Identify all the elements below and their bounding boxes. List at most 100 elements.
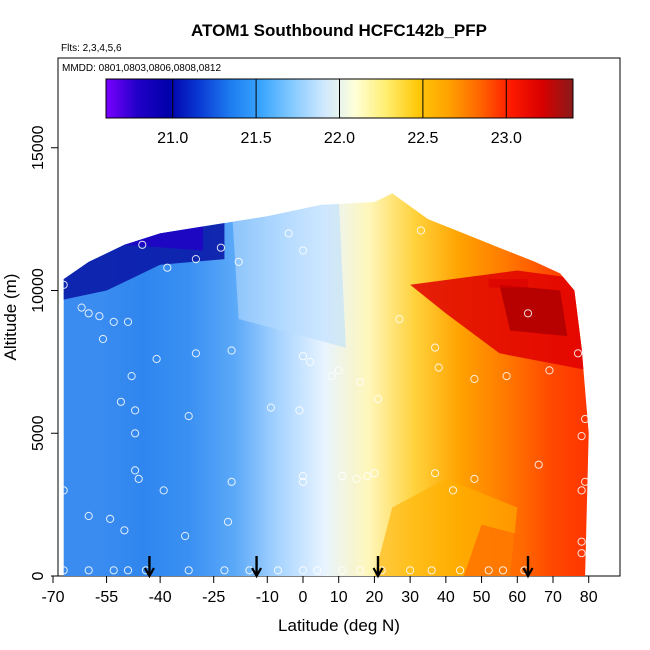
data-field	[63, 193, 589, 576]
x-tick-label: -55	[95, 589, 118, 606]
sample-point	[470, 374, 479, 384]
x-tick-label: -40	[149, 589, 172, 606]
sample-point	[484, 566, 493, 575]
sample-point	[59, 566, 68, 575]
sample-point	[220, 566, 229, 575]
x-tick-label: 10	[330, 589, 348, 606]
x-tick-label: -70	[41, 589, 64, 606]
sample-point	[191, 349, 200, 358]
sample-point	[273, 566, 283, 575]
sample-point	[109, 566, 118, 575]
x-tick-label: 70	[544, 589, 562, 606]
sample-point	[434, 363, 443, 372]
y-tick-label: 5000	[30, 415, 47, 451]
sample-point	[395, 315, 404, 324]
x-tick-label: -10	[256, 589, 279, 606]
x-tick-label: 40	[437, 589, 455, 606]
chart-title: ATOM1 Southbound HCFC142b_PFP	[191, 21, 487, 40]
flight-arrow-head	[522, 567, 534, 579]
sample-point	[120, 526, 129, 535]
sample-point	[498, 566, 508, 575]
sample-point	[227, 346, 236, 355]
sample-point	[216, 243, 225, 252]
flight-arrow-head	[143, 567, 155, 579]
sample-point	[59, 280, 68, 289]
y-tick-label: 15000	[30, 125, 47, 170]
sample-point	[123, 317, 133, 326]
sample-point	[313, 566, 322, 575]
sample-point	[109, 317, 118, 326]
sample-point	[295, 406, 304, 415]
field-patch	[463, 524, 528, 576]
x-tick-label: 60	[508, 589, 526, 606]
field-patch	[231, 199, 346, 348]
sample-point	[234, 257, 243, 266]
x-tick-label: 0	[299, 589, 308, 606]
sample-point	[84, 566, 93, 575]
sample-point	[284, 229, 293, 238]
x-axis: -70 -55 -40 -25 -10 0 10 20 30 40 50 60 70 80	[41, 576, 598, 606]
sample-point	[352, 474, 361, 483]
sample-point	[577, 486, 586, 495]
sample-point	[131, 406, 140, 415]
sample-point	[363, 472, 372, 481]
x-tick-label: 80	[580, 589, 598, 606]
sample-point	[159, 486, 168, 495]
field-clip-group	[63, 193, 589, 576]
sample-point	[448, 486, 458, 495]
sample-point	[373, 394, 383, 404]
sample-point	[431, 343, 440, 352]
dates-label: MMDD: 0801,0803,0806,0808,0812	[62, 63, 221, 74]
sample-point	[134, 474, 143, 483]
field-patch	[488, 279, 528, 288]
sample-point	[223, 517, 233, 526]
sample-points	[59, 226, 590, 575]
sample-point	[123, 566, 133, 575]
y-tick-label: 0	[30, 571, 47, 580]
sample-point	[131, 466, 140, 475]
sample-point	[406, 566, 415, 575]
sample-point	[127, 372, 136, 381]
sample-point	[416, 226, 425, 235]
sample-point	[431, 469, 440, 478]
sample-point	[502, 372, 511, 381]
sample-point	[456, 566, 465, 575]
field-patch	[124, 204, 203, 251]
sample-point	[191, 255, 200, 264]
sample-point	[581, 414, 590, 424]
colorbar-tick-label: 21.5	[241, 130, 272, 147]
colorbar: 21.0 21.5 22.0 22.5 23.0	[105, 78, 574, 147]
flight-arrows	[143, 556, 534, 579]
y-axis-label: Altitude (m)	[1, 274, 20, 361]
x-tick-label: 30	[401, 589, 419, 606]
sample-point	[98, 334, 108, 344]
y-tick-label: 10000	[30, 268, 47, 313]
colorbar-tick-label: 23.0	[491, 130, 522, 147]
x-tick-label: 50	[473, 589, 491, 606]
sample-point	[131, 429, 140, 438]
sample-point	[534, 460, 543, 469]
x-tick-label: -25	[202, 589, 225, 606]
sample-point	[163, 263, 172, 272]
flight-arrow-head	[372, 567, 384, 579]
sample-point	[298, 477, 308, 486]
sample-point	[184, 566, 193, 575]
sample-point	[427, 566, 436, 575]
y-axis: 0 5000 10000 15000	[30, 125, 58, 580]
sample-point	[581, 477, 590, 486]
sample-point	[106, 514, 115, 524]
colorbar-tick-label: 22.0	[324, 130, 355, 147]
colorbar-tick-label: 21.0	[157, 130, 188, 147]
sample-point	[523, 309, 533, 318]
sample-point	[306, 357, 315, 366]
colorbar-tick-label: 22.5	[407, 130, 438, 147]
sample-point	[573, 349, 583, 358]
sample-point	[84, 511, 93, 521]
sample-point	[181, 531, 190, 541]
sample-point	[545, 366, 554, 375]
sample-point	[298, 246, 308, 255]
sample-point	[77, 303, 86, 312]
sample-point	[327, 372, 336, 381]
sample-point	[577, 549, 586, 558]
